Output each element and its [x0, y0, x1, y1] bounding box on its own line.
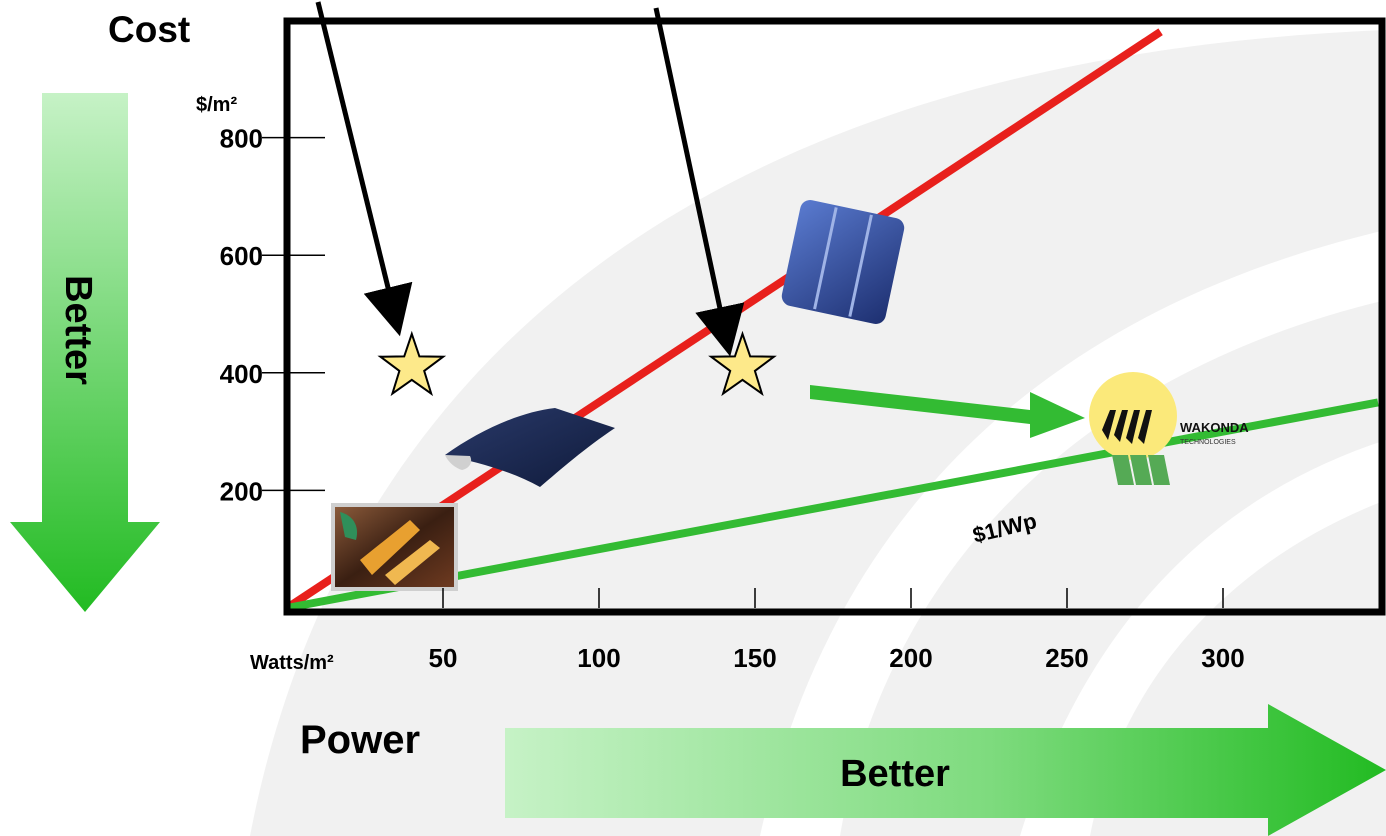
x-tick-label-2: 150 [733, 643, 776, 673]
research-photo [331, 503, 458, 591]
logo-subtext: TECHNOLOGIES [1180, 439, 1236, 446]
x-tick-label-3: 200 [889, 643, 932, 673]
better-right-arrow [505, 704, 1386, 836]
y-tick-label-3: 800 [220, 124, 263, 154]
x-axis-title: Power [300, 718, 420, 762]
crystalline-solar-cell [781, 200, 905, 324]
better-label-left: Better [57, 275, 99, 385]
pointer-arrow-right [653, 7, 745, 357]
y-axis-title: Cost [108, 9, 190, 50]
pointer-arrow-left [315, 1, 413, 337]
y-axis-unit: $/m² [196, 94, 237, 116]
star-marker-1 [708, 330, 777, 397]
y-tick-label-2: 600 [220, 241, 263, 271]
wakonda-logo: WAKONDA TECHNOLOGIES [1089, 372, 1249, 485]
y-tick-label-1: 400 [220, 359, 263, 389]
star-marker-0 [377, 330, 447, 397]
flexible-solar-sheet [445, 408, 615, 487]
green-pointer-arrow [810, 385, 1085, 438]
series-line-1 [286, 398, 1379, 612]
logo-text: WAKONDA [1180, 420, 1249, 435]
better-label-bottom: Better [840, 753, 950, 795]
series-label: $1/Wp [970, 508, 1039, 548]
x-axis-unit: Watts/m² [250, 652, 334, 674]
x-tick-label-4: 250 [1045, 643, 1088, 673]
x-tick-label-0: 50 [429, 643, 458, 673]
x-tick-label-5: 300 [1201, 643, 1244, 673]
y-tick-label-0: 200 [220, 476, 263, 506]
x-tick-label-1: 100 [577, 643, 620, 673]
better-down-arrow [10, 93, 160, 612]
plot-frame [283, 17, 1386, 616]
